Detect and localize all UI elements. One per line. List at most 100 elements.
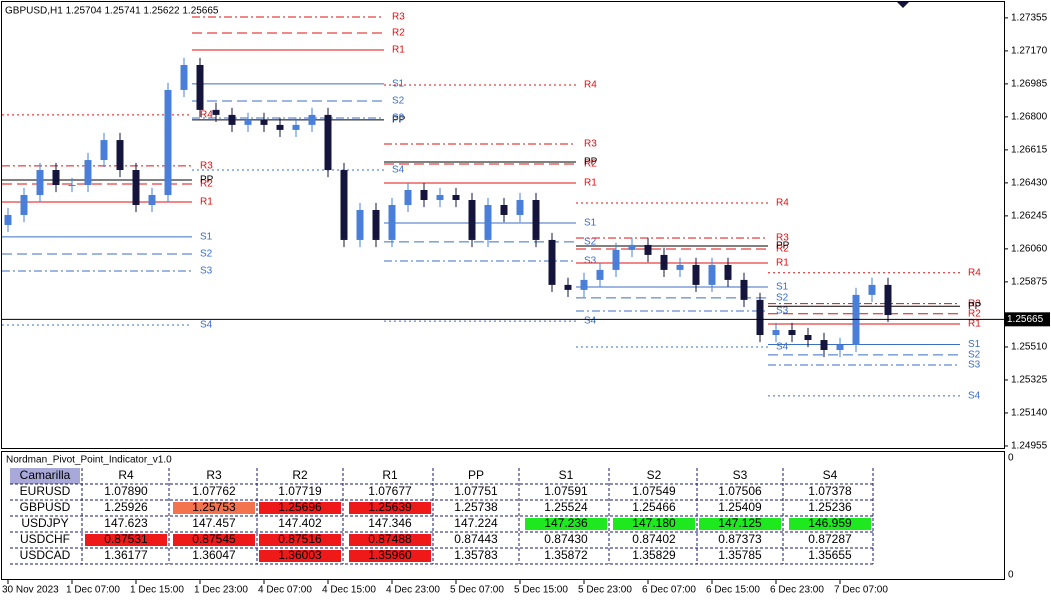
pivot-label: PP: [200, 175, 214, 186]
y-tick-label: 1.25325: [1011, 375, 1048, 386]
candle-body: [100, 140, 108, 161]
cell-highlight: [259, 534, 341, 546]
pivot-label: S4: [968, 390, 981, 401]
pivot-label: R3: [392, 12, 405, 23]
y-tick-label: 1.26245: [1011, 211, 1048, 222]
y-tick-label: 1.27170: [1011, 46, 1048, 57]
pivot-label: R3: [776, 233, 789, 244]
table-cell: 1.25236: [808, 500, 852, 514]
cell-highlight: [173, 502, 255, 514]
table-cell: 1.35872: [544, 548, 588, 562]
cell-highlight: [173, 534, 255, 546]
table-cell: 1.35785: [718, 548, 762, 562]
table-cell: 1.07719: [278, 484, 322, 498]
candle-body: [36, 170, 44, 195]
pivot-label: R3: [968, 298, 981, 309]
y-tick-label: 1.26800: [1011, 112, 1048, 123]
pivot-label: S4: [200, 320, 213, 331]
table-cell: 147.180: [632, 516, 676, 530]
x-tick-label: 5 Dec 23:00: [578, 585, 632, 596]
candle-body: [196, 64, 204, 110]
y-tick-label: 1.27355: [1011, 13, 1048, 24]
indicator-scale: 0: [1008, 570, 1014, 581]
x-tick-label: 4 Dec 23:00: [386, 585, 440, 596]
row-symbol: GBPUSD: [20, 500, 71, 514]
candle-body: [708, 264, 716, 285]
table-cell: 1.07506: [718, 484, 762, 498]
table-cell: 1.25524: [544, 500, 588, 514]
cell-highlight: [259, 502, 341, 514]
table-cell: 147.224: [454, 516, 498, 530]
pivot-label: S2: [584, 237, 597, 248]
candle-body: [596, 269, 604, 280]
table-cell: 147.402: [278, 516, 322, 530]
table-cell: 1.35655: [808, 548, 852, 562]
pivot-label: R3: [200, 161, 213, 172]
candle-body: [84, 160, 92, 186]
x-tick-label: 1 Dec 23:00: [194, 585, 248, 596]
table-cell: 0.87545: [192, 532, 236, 546]
table-cell: 1.25926: [104, 500, 148, 514]
cell-highlight: [613, 518, 695, 530]
column-header: PP: [468, 468, 484, 482]
pivot-label: S2: [200, 249, 213, 260]
candle-body: [836, 345, 844, 351]
y-tick-label: 1.25510: [1011, 342, 1048, 353]
candle-body: [468, 199, 476, 240]
pivot-label: R2: [776, 244, 789, 255]
chart-title: GBPUSD,H1 1.25704 1.25741 1.25622 1.2566…: [5, 6, 219, 17]
table-cell: 1.36047: [192, 548, 236, 562]
candle-body: [372, 209, 380, 240]
table-cell: 1.36003: [278, 548, 322, 562]
table-cell: 1.07549: [632, 484, 676, 498]
x-tick-label: 30 Nov 2023: [2, 585, 59, 596]
pivot-label: R2: [200, 179, 213, 190]
cell-highlight: [789, 518, 871, 530]
indicator-title: Nordman_Pivot_Point_Indicator_v1.0: [6, 455, 172, 466]
pivot-label: PP: [968, 301, 982, 312]
candle-body: [820, 340, 828, 351]
pivot-label: S3: [776, 306, 789, 317]
column-header: S3: [733, 468, 748, 482]
y-tick-label: 1.25875: [1011, 277, 1048, 288]
candle-body: [308, 114, 316, 125]
pivot-label: S3: [392, 113, 405, 124]
column-header: Camarilla: [20, 468, 71, 482]
cell-highlight: [259, 550, 341, 562]
x-tick-label: 6 Dec 23:00: [770, 585, 824, 596]
table-cell: 147.346: [368, 516, 412, 530]
candle-body: [116, 140, 124, 171]
table-cell: 1.07677: [368, 484, 412, 498]
candle-body: [356, 209, 364, 240]
candle-body: [164, 89, 172, 195]
x-tick-label: 7 Dec 07:00: [834, 585, 888, 596]
table-cell: 1.25753: [192, 500, 236, 514]
candle-body: [276, 124, 284, 130]
table-cell: 1.35783: [454, 548, 498, 562]
row-symbol: EURUSD: [20, 484, 71, 498]
candle-body: [884, 284, 892, 316]
x-tick-label: 1 Dec 15:00: [130, 585, 184, 596]
y-tick-label: 1.26060: [1011, 244, 1048, 255]
candle-body: [436, 194, 444, 200]
table-cell: 0.87430: [544, 532, 588, 546]
table-cell: 147.623: [104, 516, 148, 530]
pivot-label: R2: [392, 28, 405, 39]
pivot-label: R2: [968, 308, 981, 319]
candle-body: [68, 185, 76, 187]
x-tick-label: 6 Dec 15:00: [706, 585, 760, 596]
chart-frame: [1, 1, 1005, 449]
table-cell: 0.87373: [718, 532, 762, 546]
candle-body: [692, 264, 700, 285]
table-cell: 147.236: [544, 516, 588, 530]
candle-body: [388, 204, 396, 240]
price-label-box: [1004, 312, 1050, 327]
candle-body: [564, 284, 572, 290]
pivot-label: R4: [776, 198, 789, 209]
candle-body: [532, 199, 540, 240]
candle-body: [500, 204, 508, 215]
pivot-label: R1: [968, 319, 981, 330]
pivot-label: R2: [584, 159, 597, 170]
